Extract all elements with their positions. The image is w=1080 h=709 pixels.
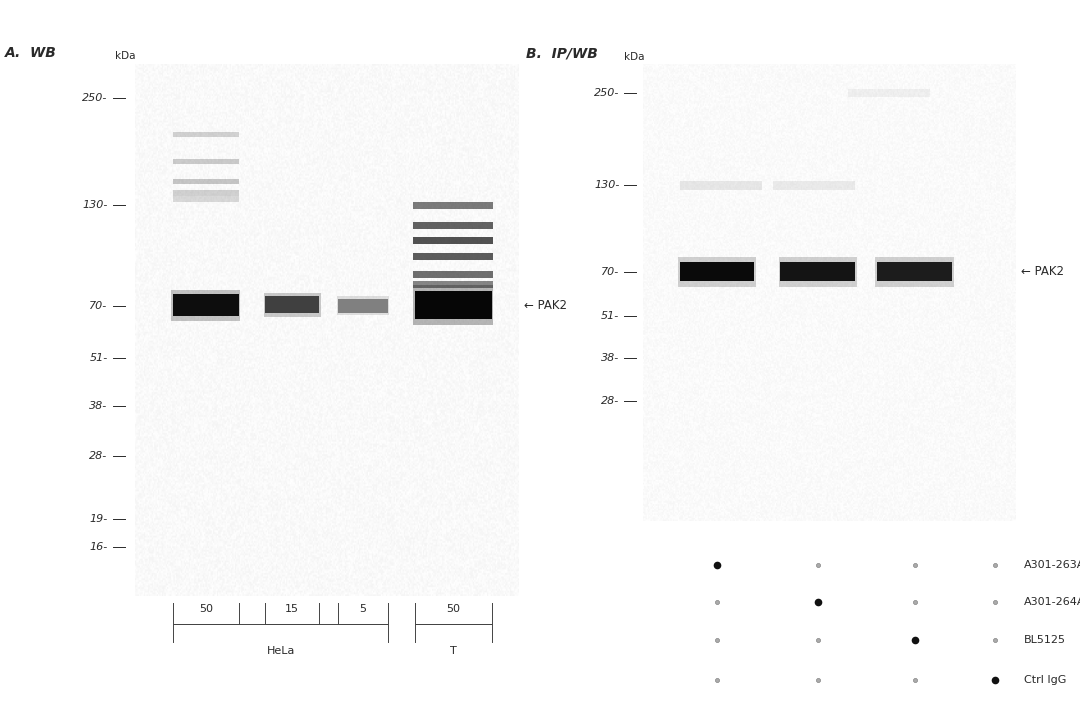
Bar [877,262,951,281]
Text: 70-: 70- [602,267,619,277]
Bar [773,182,855,191]
Bar [172,291,241,321]
Bar [415,291,491,318]
Text: 70-: 70- [90,301,108,311]
Bar [413,286,494,325]
Bar [848,89,930,98]
Text: 38-: 38- [90,401,108,411]
Text: T: T [450,647,457,657]
Bar [173,179,240,184]
Bar [264,293,321,317]
Text: ← PAK2: ← PAK2 [524,299,567,312]
Text: 51-: 51- [90,352,108,362]
Bar [413,253,494,260]
Bar [173,132,240,138]
Text: B.  IP/WB: B. IP/WB [526,46,598,60]
Text: Ctrl IgG: Ctrl IgG [1024,675,1066,686]
Bar [413,202,494,209]
Text: 15: 15 [285,603,299,613]
Text: 250-: 250- [82,93,108,103]
Text: 130-: 130- [82,200,108,210]
Text: ← PAK2: ← PAK2 [1021,265,1064,279]
Text: 250-: 250- [594,88,619,98]
Text: 19-: 19- [90,514,108,524]
Text: 50: 50 [446,603,460,613]
Bar [781,262,855,281]
Text: A301-264A: A301-264A [1024,597,1080,607]
Text: 28-: 28- [602,396,619,406]
Text: kDa: kDa [114,51,135,61]
Text: 50: 50 [199,603,213,613]
Bar [415,593,491,625]
Bar [173,159,240,164]
Bar [338,593,388,625]
Bar [173,294,239,316]
Text: A301-263A: A301-263A [1024,560,1080,570]
Bar [173,196,240,201]
Bar [680,262,754,281]
Bar [680,182,761,191]
Text: BL5125: BL5125 [1024,635,1066,645]
Text: 51-: 51- [602,311,619,321]
Bar [876,257,954,286]
Bar [266,296,319,313]
Text: A.  WB: A. WB [5,46,57,60]
Text: 28-: 28- [90,451,108,461]
Bar [413,281,494,289]
Bar [413,272,494,279]
Text: 5: 5 [360,603,366,613]
Bar [413,222,494,229]
Bar [173,593,239,625]
Text: HeLa: HeLa [267,647,295,657]
Bar [266,593,319,625]
Text: 130-: 130- [594,180,619,190]
Text: 16-: 16- [90,542,108,552]
Bar [779,257,856,286]
Bar [173,190,240,196]
Text: 38-: 38- [602,353,619,363]
Bar [413,237,494,244]
Bar [678,257,756,286]
Bar [338,299,388,313]
Text: kDa: kDa [624,52,645,62]
Bar [337,296,389,316]
